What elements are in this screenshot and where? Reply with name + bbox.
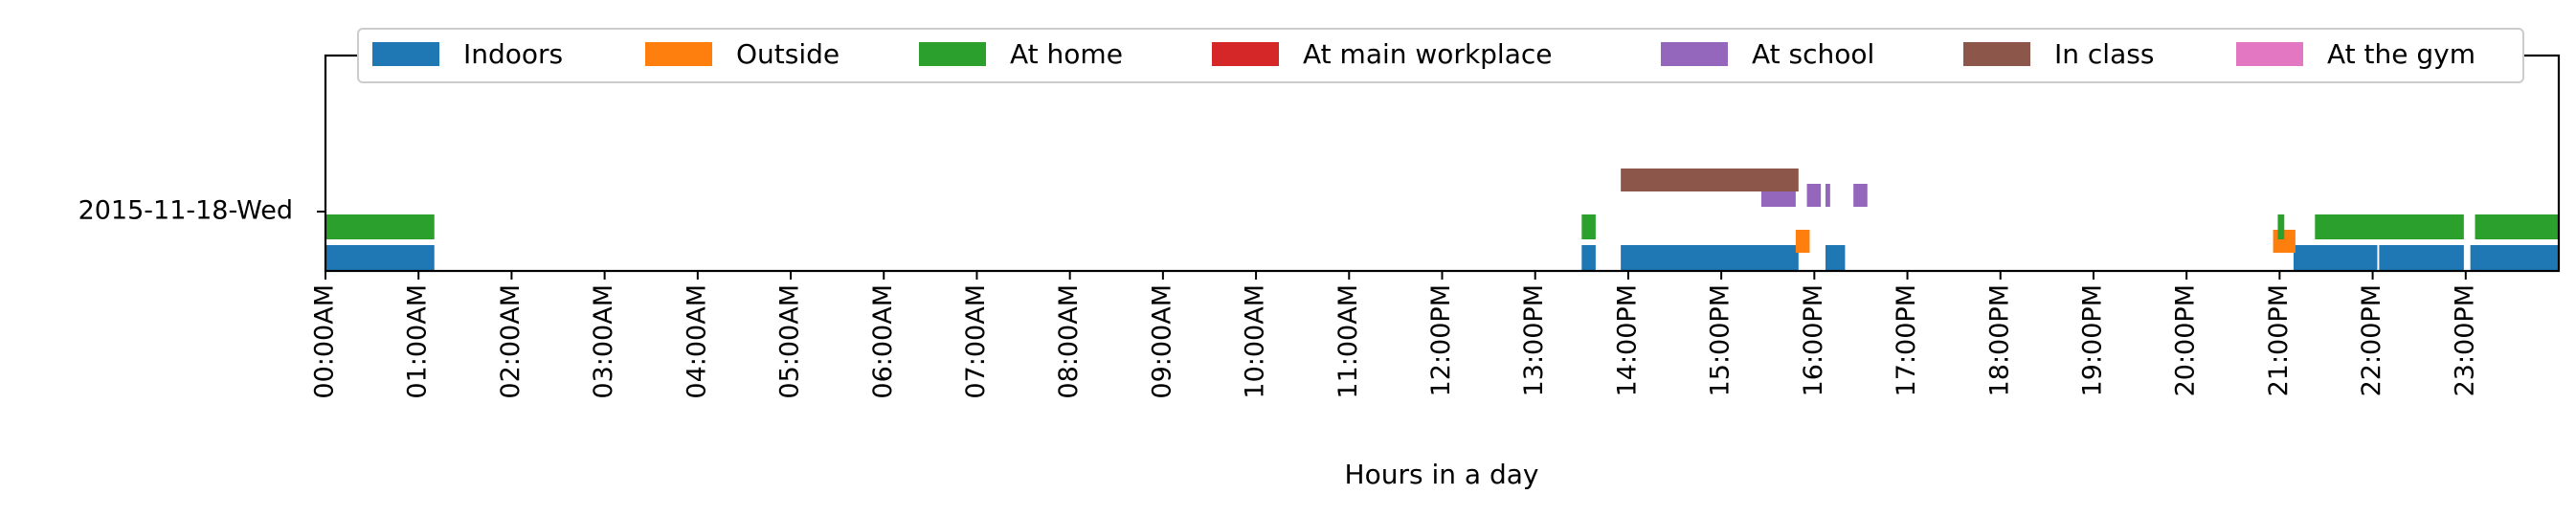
x-tick-label: 10:00AM <box>1241 284 1270 399</box>
bar-at-school <box>1825 184 1830 207</box>
legend-swatch <box>1661 42 1728 66</box>
legend-label: Indoors <box>463 38 563 70</box>
x-tick-label: 20:00PM <box>2171 284 2201 396</box>
x-axis-label: Hours in a day <box>1345 459 1539 490</box>
x-tick-label: 13:00PM <box>1519 284 1549 396</box>
legend-swatch <box>1963 42 2030 66</box>
plot-frame <box>324 54 2561 273</box>
bar-at-home <box>1581 214 1596 239</box>
x-tick-label: 11:00AM <box>1333 284 1363 399</box>
legend-label: At home <box>1010 38 1123 70</box>
bar-indoors <box>1581 245 1596 270</box>
bar-at-home <box>325 214 435 239</box>
x-tick-label: 14:00PM <box>1612 284 1642 396</box>
y-tick-label: 2015-11-18-Wed <box>78 196 293 226</box>
x-tick-label: 02:00AM <box>496 284 526 399</box>
legend-label: Outside <box>736 38 840 70</box>
x-tick-label: 01:00AM <box>403 284 433 399</box>
x-tick-label: 18:00PM <box>1984 284 2014 396</box>
x-tick-label: 19:00PM <box>2077 284 2107 396</box>
legend-swatch <box>1212 42 1279 66</box>
x-tick-label: 05:00AM <box>775 284 805 399</box>
bar-at-school <box>1853 184 1868 207</box>
legend-swatch <box>919 42 986 66</box>
bar-indoors <box>2470 245 2559 270</box>
legend-label: In class <box>2054 38 2154 70</box>
activity-bars <box>325 169 2559 270</box>
bar-outside <box>1795 230 1810 253</box>
x-tick-label: 07:00AM <box>961 284 991 399</box>
legend-label: At the gym <box>2327 38 2475 70</box>
legend-label: At school <box>1752 38 1874 70</box>
bar-indoors <box>1825 245 1846 270</box>
bar-indoors <box>325 245 435 270</box>
bar-at-home <box>2277 214 2285 239</box>
legend-swatch <box>372 42 439 66</box>
bar-at-home <box>2315 214 2464 239</box>
x-tick-label: 17:00PM <box>1892 284 1921 396</box>
x-tick-label: 03:00AM <box>589 284 618 399</box>
x-tick-label: 06:00AM <box>868 284 898 399</box>
x-tick-label: 21:00PM <box>2264 284 2294 396</box>
x-tick-label: 00:00AM <box>310 284 340 399</box>
legend-label: At main workplace <box>1303 38 1553 70</box>
bar-in-class <box>1621 169 1799 191</box>
bar-at-home <box>2475 214 2559 239</box>
x-tick-label: 23:00PM <box>2450 284 2479 396</box>
bar-indoors <box>2293 245 2378 270</box>
legend: Indoors Outside At home At main workplace At… <box>357 28 2524 83</box>
x-tick-label: 08:00AM <box>1054 284 1084 399</box>
bar-indoors <box>1621 245 1799 270</box>
x-tick-label: 22:00PM <box>2357 284 2386 396</box>
legend-swatch <box>645 42 712 66</box>
bar-indoors <box>2379 245 2464 270</box>
bar-at-school <box>1806 184 1822 207</box>
x-tick-label: 04:00AM <box>682 284 711 399</box>
legend-swatch <box>2236 42 2303 66</box>
x-tick-label: 15:00PM <box>1706 284 1736 396</box>
x-tick-label: 12:00PM <box>1426 284 1456 396</box>
x-tick-label: 09:00AM <box>1147 284 1176 399</box>
x-axis: 00:00AM 01:00AM 02:00AM 03:00AM 04:00AM 05:00… <box>310 271 2479 399</box>
x-tick-label: 16:00PM <box>1799 284 1828 396</box>
